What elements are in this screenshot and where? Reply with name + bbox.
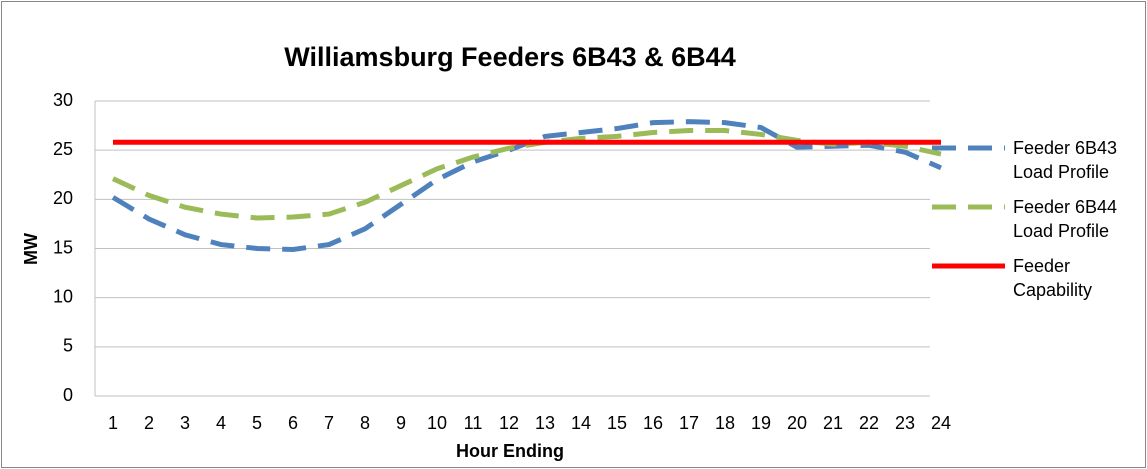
y-tick-label: 25 — [53, 139, 73, 159]
x-tick-label: 2 — [144, 413, 154, 433]
x-tick-label: 21 — [823, 413, 843, 433]
x-tick-label: 15 — [607, 413, 627, 433]
y-tick-label: 15 — [53, 237, 73, 257]
x-tick-label: 18 — [715, 413, 735, 433]
x-tick-label: 3 — [180, 413, 190, 433]
x-tick-label: 5 — [252, 413, 262, 433]
x-tick-label: 16 — [643, 413, 663, 433]
x-axis-label: Hour Ending — [456, 441, 564, 461]
x-tick-label: 11 — [464, 413, 483, 433]
y-tick-label: 30 — [53, 90, 73, 110]
x-tick-label: 7 — [324, 413, 334, 433]
y-tick-label: 20 — [53, 188, 73, 208]
x-tick-label: 20 — [787, 413, 807, 433]
series-line — [111, 128, 942, 221]
x-tick-label: 12 — [499, 413, 519, 433]
legend-label: Feeder Capability — [1013, 256, 1093, 300]
legend-label: Feeder 6B43 Load Profile — [1013, 138, 1118, 182]
chart-title: Williamsburg Feeders 6B43 & 6B44 — [284, 42, 735, 72]
legend-label: Feeder 6B44 Load Profile — [1013, 197, 1118, 241]
x-tick-label: 17 — [679, 413, 699, 433]
y-tick-label: 0 — [63, 385, 73, 405]
x-tick-label: 9 — [396, 413, 406, 433]
x-tick-label: 19 — [751, 413, 771, 433]
x-tick-label: 4 — [216, 413, 226, 433]
x-tick-label: 6 — [288, 413, 298, 433]
x-tick-label: 8 — [360, 413, 370, 433]
x-tick-label: 24 — [931, 413, 951, 433]
y-axis-label: MW — [21, 233, 41, 265]
x-tick-label: 22 — [859, 413, 879, 433]
y-tick-label: 10 — [53, 286, 73, 306]
x-tick-label: 13 — [535, 413, 555, 433]
x-tick-label: 14 — [571, 413, 591, 433]
x-tick-label: 10 — [427, 413, 447, 433]
x-tick-label: 23 — [895, 413, 915, 433]
x-tick-label: 1 — [108, 413, 118, 433]
y-tick-label: 5 — [63, 336, 73, 356]
